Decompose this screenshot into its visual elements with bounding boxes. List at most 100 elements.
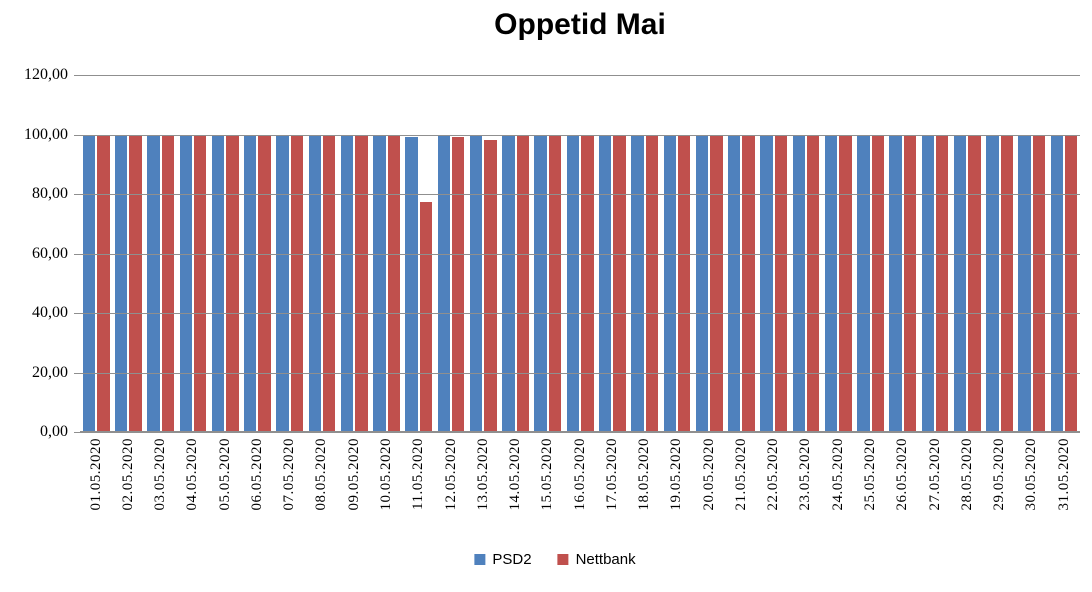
x-axis-tick-label: 30.05.2020 <box>1023 438 1040 511</box>
category-18.05.2020 <box>629 75 661 432</box>
bar-nettbank-13.05.2020 <box>484 140 497 432</box>
legend-label-nettbank: Nettbank <box>575 551 636 568</box>
bar-nettbank-23.05.2020 <box>806 134 820 432</box>
x-axis-tick-label: 12.05.2020 <box>442 438 459 511</box>
category-14.05.2020 <box>499 75 531 432</box>
x-axis-tick-label: 09.05.2020 <box>345 438 362 511</box>
bar-psd2-17.05.2020 <box>598 134 612 432</box>
bar-psd2-29.05.2020 <box>986 134 999 432</box>
x-axis-tick-label: 14.05.2020 <box>507 438 524 511</box>
bar-nettbank-21.05.2020 <box>742 134 755 432</box>
x-axis-tick-label: 17.05.2020 <box>603 438 620 511</box>
category-11.05.2020 <box>403 75 435 432</box>
bar-psd2-24.05.2020 <box>824 134 838 432</box>
bar-psd2-04.05.2020 <box>179 134 192 432</box>
category-31.05.2020 <box>1048 75 1080 432</box>
bar-psd2-13.05.2020 <box>469 134 483 432</box>
bar-psd2-28.05.2020 <box>953 134 967 432</box>
y-tick-0 <box>74 432 80 433</box>
bar-psd2-20.05.2020 <box>695 134 709 432</box>
bar-psd2-02.05.2020 <box>115 134 128 432</box>
x-axis-tick-label: 28.05.2020 <box>958 438 975 511</box>
category-26.05.2020 <box>887 75 919 432</box>
y-axis-tick-label: 0,00 <box>40 423 68 440</box>
bar-psd2-11.05.2020 <box>405 137 418 432</box>
bar-psd2-01.05.2020 <box>82 134 96 432</box>
category-04.05.2020 <box>177 75 209 432</box>
category-19.05.2020 <box>661 75 693 432</box>
y-tick-60 <box>74 254 80 255</box>
bar-nettbank-27.05.2020 <box>936 136 949 432</box>
bar-nettbank-05.05.2020 <box>226 134 239 432</box>
bar-nettbank-16.05.2020 <box>581 134 594 432</box>
bar-nettbank-06.05.2020 <box>258 136 271 432</box>
bar-psd2-26.05.2020 <box>889 134 902 432</box>
gridline-40 <box>80 313 1080 314</box>
x-axis-tick-label: 21.05.2020 <box>732 438 749 511</box>
bar-psd2-23.05.2020 <box>792 134 805 432</box>
bar-psd2-05.05.2020 <box>211 134 225 432</box>
bar-nettbank-01.05.2020 <box>97 134 110 432</box>
y-axis-tick-label: 120,00 <box>24 66 68 83</box>
legend-swatch-psd2 <box>474 554 486 565</box>
category-08.05.2020 <box>306 75 338 432</box>
bars-area <box>80 75 1080 432</box>
x-axis-tick-label: 13.05.2020 <box>474 438 491 511</box>
x-axis-tick-label: 25.05.2020 <box>862 438 878 511</box>
bar-psd2-27.05.2020 <box>921 134 935 432</box>
y-tick-40 <box>74 313 80 314</box>
category-27.05.2020 <box>919 75 951 432</box>
x-axis-tick-label: 06.05.2020 <box>248 438 265 511</box>
bar-nettbank-18.05.2020 <box>645 135 659 432</box>
bar-psd2-21.05.2020 <box>728 134 741 432</box>
legend-label-psd2: PSD2 <box>492 551 532 568</box>
x-axis-tick-label: 03.05.2020 <box>152 438 169 511</box>
bar-psd2-12.05.2020 <box>437 134 451 432</box>
x-axis-tick-label: 23.05.2020 <box>797 438 814 511</box>
bar-psd2-10.05.2020 <box>373 134 386 432</box>
x-axis-tick-label: 02.05.2020 <box>119 438 136 511</box>
x-axis-tick-label: 26.05.2020 <box>894 438 911 511</box>
bar-nettbank-04.05.2020 <box>193 134 207 432</box>
bar-nettbank-14.05.2020 <box>516 135 529 432</box>
x-axis-tick-label: 11.05.2020 <box>410 438 427 510</box>
category-20.05.2020 <box>693 75 725 432</box>
y-tick-120 <box>74 75 80 76</box>
bar-nettbank-12.05.2020 <box>452 137 465 432</box>
x-axis-tick-label: 10.05.2020 <box>378 438 395 511</box>
bar-nettbank-30.05.2020 <box>1032 134 1046 432</box>
y-axis-tick-label: 20,00 <box>32 364 68 381</box>
gridline-120 <box>80 75 1080 76</box>
x-axis-tick-label: 31.05.2020 <box>1055 438 1072 511</box>
category-10.05.2020 <box>370 75 402 432</box>
x-axis-tick-label: 04.05.2020 <box>184 438 201 511</box>
x-axis-labels: 01.05.2020 02.05.2020 03.05.2020 04.05.2020… <box>80 438 1080 542</box>
x-axis-tick-label: 27.05.2020 <box>926 438 943 511</box>
category-01.05.2020 <box>80 75 112 432</box>
bar-nettbank-24.05.2020 <box>839 134 852 432</box>
x-axis-tick-label: 01.05.2020 <box>87 438 104 511</box>
x-axis-tick-label: 05.05.2020 <box>216 438 233 511</box>
y-axis-tick-label: 100,00 <box>24 126 68 143</box>
category-13.05.2020 <box>467 75 499 432</box>
category-09.05.2020 <box>338 75 370 432</box>
bar-nettbank-03.05.2020 <box>161 134 175 432</box>
gridline-100 <box>80 135 1080 136</box>
bar-nettbank-15.05.2020 <box>548 135 562 432</box>
y-axis-tick-label: 80,00 <box>32 185 68 202</box>
x-axis-line <box>80 431 1080 433</box>
category-05.05.2020 <box>209 75 241 432</box>
bar-nettbank-31.05.2020 <box>1065 134 1078 432</box>
bar-nettbank-09.05.2020 <box>355 134 368 432</box>
x-axis-tick-label: 15.05.2020 <box>539 438 556 511</box>
y-tick-100 <box>74 135 80 136</box>
x-axis-tick-label: 18.05.2020 <box>636 438 653 511</box>
bar-nettbank-07.05.2020 <box>290 134 304 432</box>
bar-nettbank-10.05.2020 <box>387 134 400 432</box>
bar-nettbank-08.05.2020 <box>322 134 336 432</box>
category-02.05.2020 <box>112 75 144 432</box>
bar-nettbank-17.05.2020 <box>613 134 626 432</box>
category-21.05.2020 <box>725 75 757 432</box>
bar-psd2-31.05.2020 <box>1050 134 1064 432</box>
y-tick-80 <box>74 194 80 195</box>
